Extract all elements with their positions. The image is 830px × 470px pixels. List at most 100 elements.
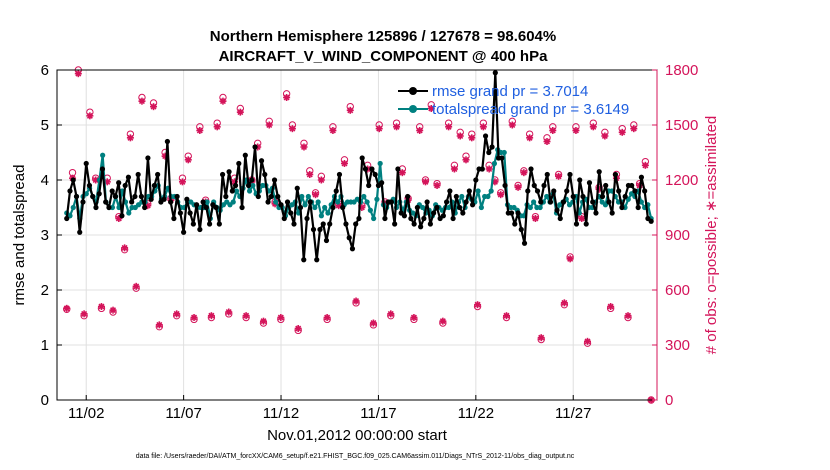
rmse-point — [206, 221, 213, 227]
rmse-point — [67, 188, 73, 194]
rmse-point — [424, 199, 430, 205]
obs-assimilated-point — [398, 169, 406, 177]
rmse-point — [122, 182, 128, 189]
obs-assimilated-point — [537, 334, 545, 342]
rmse-point — [310, 226, 317, 233]
obs-assimilated-point — [601, 132, 609, 140]
rmse-point — [284, 199, 291, 205]
rmse-point — [482, 133, 489, 139]
rmse-point — [447, 188, 453, 194]
obs-assimilated-point — [468, 134, 476, 142]
rmse-point — [534, 188, 541, 194]
x-tick-label: 11/07 — [165, 405, 201, 422]
totalspread-point — [325, 210, 331, 216]
y-axis-label-left: rmse and totalspread — [11, 165, 28, 306]
totalspread-point — [312, 204, 318, 211]
totalspread-point — [527, 204, 533, 211]
rmse-point — [418, 224, 424, 230]
series-layer — [63, 66, 655, 404]
rmse-point — [544, 171, 550, 178]
totalspread-point — [491, 160, 498, 167]
y-axis-label-right: # of obs: o=possible; ∗=assimilated — [703, 116, 720, 355]
rmse-point — [408, 215, 414, 222]
obs-assimilated-point — [456, 132, 464, 140]
rmse-point — [356, 215, 362, 222]
totalspread-point — [459, 193, 465, 200]
rmse-point — [245, 182, 252, 189]
obs-assimilated-point — [225, 308, 233, 316]
obs-assimilated-point — [421, 178, 429, 186]
obs-assimilated-point — [74, 70, 82, 78]
rmse-point — [489, 144, 495, 150]
rmse-point — [203, 204, 209, 211]
rmse-point — [642, 188, 648, 194]
rmse-point — [200, 199, 206, 205]
rmse-point — [570, 193, 576, 200]
rmse-point — [323, 237, 330, 244]
obs-assimilated-point — [450, 165, 458, 173]
x-tick-label: 11/22 — [458, 405, 494, 422]
rmse-point — [593, 210, 599, 216]
y-left-tick-label: 2 — [41, 282, 49, 299]
obs-assimilated-point — [184, 156, 192, 164]
obs-assimilated-point — [306, 171, 314, 178]
rmse-point — [314, 257, 320, 263]
rmse-point — [502, 182, 508, 189]
rmse-point — [564, 188, 570, 194]
rmse-point — [252, 144, 258, 150]
rmse-point — [619, 204, 625, 211]
rmse-point — [632, 188, 638, 194]
obs-assimilated-point — [387, 310, 395, 318]
obs-assimilated-point — [618, 128, 626, 136]
rmse-point — [528, 166, 534, 172]
totalspread-point — [126, 210, 132, 216]
obs-assimilated-point — [155, 321, 163, 329]
rmse-point — [155, 171, 161, 178]
rmse-point — [70, 177, 76, 183]
rmse-point — [401, 213, 408, 219]
obs-assimilated-point — [207, 312, 215, 320]
rmse-point — [349, 246, 356, 252]
obs-assimilated-point — [555, 172, 563, 180]
rmse-point — [346, 235, 352, 241]
rmse-point — [327, 221, 333, 227]
rmse-point — [86, 182, 93, 189]
rmse-point — [444, 199, 450, 205]
rmse-point — [216, 221, 222, 227]
rmse-point — [518, 226, 524, 233]
obs-assimilated-point — [630, 125, 638, 133]
rmse-point — [268, 193, 274, 200]
obs-assimilated-point — [416, 127, 424, 134]
rmse-point — [236, 160, 242, 167]
obs-assimilated-point — [300, 143, 308, 151]
obs-assimilated-point — [520, 169, 528, 177]
obs-assimilated-point — [543, 138, 551, 145]
rmse-point — [116, 180, 122, 186]
rmse-point — [557, 215, 563, 222]
obs-assimilated-point — [572, 127, 580, 134]
obs-assimilated-point — [109, 306, 117, 314]
rmse-point — [577, 177, 583, 183]
rmse-point — [184, 196, 190, 202]
obs-assimilated-point — [549, 127, 557, 134]
y-left-tick-label: 0 — [41, 392, 49, 409]
rmse-point — [616, 188, 622, 194]
obs-assimilated-point — [259, 317, 267, 325]
rmse-point — [281, 215, 287, 222]
totalspread-point — [246, 188, 253, 194]
y-right-tick-label: 1500 — [665, 117, 698, 134]
rmse-point — [583, 221, 589, 227]
rmse-point — [622, 193, 628, 200]
rmse-point — [219, 171, 226, 178]
y-right-tick-label: 0 — [665, 392, 673, 409]
rmse-point — [90, 193, 96, 200]
obs-assimilated-point — [439, 317, 447, 325]
rmse-point — [606, 199, 612, 205]
rmse-point — [362, 166, 369, 172]
legend-totalspread-label: totalspread grand pr = 3.6149 — [432, 101, 629, 118]
obs-assimilated-point — [86, 112, 94, 120]
rmse-point — [638, 174, 645, 180]
rmse-point — [317, 226, 323, 233]
totalspread-point — [367, 207, 373, 213]
rmse-point — [330, 204, 336, 211]
